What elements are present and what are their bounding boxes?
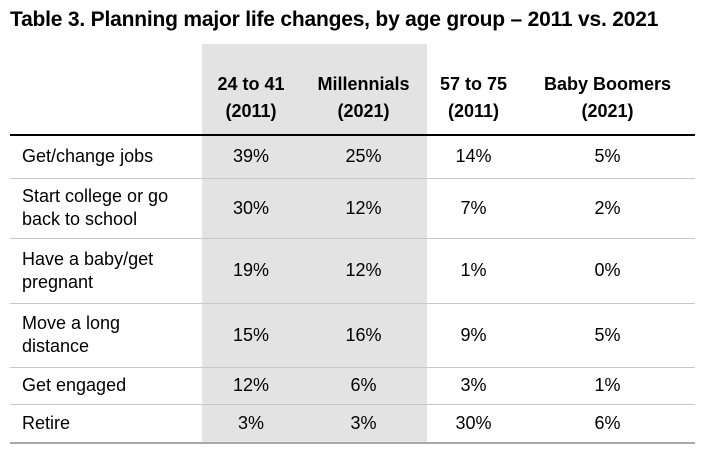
- table-cell: 15%: [202, 303, 300, 368]
- column-header-line2: (2011): [447, 101, 500, 121]
- row-label: Have a baby/get pregnant: [10, 238, 202, 304]
- row-label: Get engaged: [10, 367, 202, 405]
- table-cell: 0%: [520, 238, 695, 304]
- column-header-24-to-41-2011: 24 to 41 (2011): [202, 44, 300, 136]
- column-header-blank: [10, 44, 202, 136]
- table-title: Table 3. Planning major life changes, by…: [10, 8, 659, 31]
- column-header-baby-boomers-2021: Baby Boomers (2021): [520, 44, 695, 136]
- table-body: Get/change jobs 39% 25% 14% 5% Start col…: [10, 135, 695, 444]
- column-header-57-to-75-2011: 57 to 75 (2011): [427, 44, 520, 136]
- row-label: Get/change jobs: [10, 135, 202, 179]
- table-cell: 2%: [520, 178, 695, 239]
- table-cell: 5%: [520, 303, 695, 368]
- table-cell: 16%: [300, 303, 427, 368]
- table-cell: 1%: [427, 238, 520, 304]
- row-label: Start college or go back to school: [10, 178, 202, 239]
- table-cell: 1%: [520, 367, 695, 405]
- table-cell: 14%: [427, 135, 520, 179]
- table-row-get-change-jobs: Get/change jobs 39% 25% 14% 5%: [10, 135, 695, 179]
- table-row-get-engaged: Get engaged 12% 6% 3% 1%: [10, 367, 695, 405]
- table-cell: 7%: [427, 178, 520, 239]
- column-header-line2: (2021): [581, 101, 634, 121]
- table-cell: 30%: [427, 404, 520, 444]
- table-cell: 19%: [202, 238, 300, 304]
- table-row-start-college: Start college or go back to school 30% 1…: [10, 178, 695, 239]
- table-cell: 25%: [300, 135, 427, 179]
- table-cell: 39%: [202, 135, 300, 179]
- table-cell: 12%: [300, 238, 427, 304]
- row-label: Move a long distance: [10, 303, 202, 368]
- table-cell: 12%: [202, 367, 300, 405]
- table-cell: 3%: [427, 367, 520, 405]
- table-cell: 6%: [300, 367, 427, 405]
- table-cell: 5%: [520, 135, 695, 179]
- table-cell: 6%: [520, 404, 695, 444]
- column-header-line1: Millennials: [317, 74, 410, 94]
- table-cell: 30%: [202, 178, 300, 239]
- header-row: 24 to 41 (2011) Millennials (2021) 57 to…: [10, 44, 695, 136]
- column-header-line1: Baby Boomers: [543, 74, 672, 94]
- column-header-millennials-2021: Millennials (2021): [300, 44, 427, 136]
- column-header-line2: (2011): [225, 101, 277, 121]
- table-header: 24 to 41 (2011) Millennials (2021) 57 to…: [10, 44, 695, 136]
- table-row-have-a-baby: Have a baby/get pregnant 19% 12% 1% 0%: [10, 238, 695, 304]
- column-header-line1: 57 to 75: [439, 74, 508, 94]
- table-cell: 3%: [300, 404, 427, 444]
- table-row-move-long-distance: Move a long distance 15% 16% 9% 5%: [10, 303, 695, 368]
- column-header-line2: (2021): [337, 101, 390, 121]
- life-changes-table: 24 to 41 (2011) Millennials (2021) 57 to…: [10, 44, 695, 444]
- table-cell: 3%: [202, 404, 300, 444]
- column-header-line1: 24 to 41: [217, 74, 285, 94]
- table-cell: 12%: [300, 178, 427, 239]
- table-cell: 9%: [427, 303, 520, 368]
- row-label: Retire: [10, 404, 202, 444]
- table-row-retire: Retire 3% 3% 30% 6%: [10, 404, 695, 444]
